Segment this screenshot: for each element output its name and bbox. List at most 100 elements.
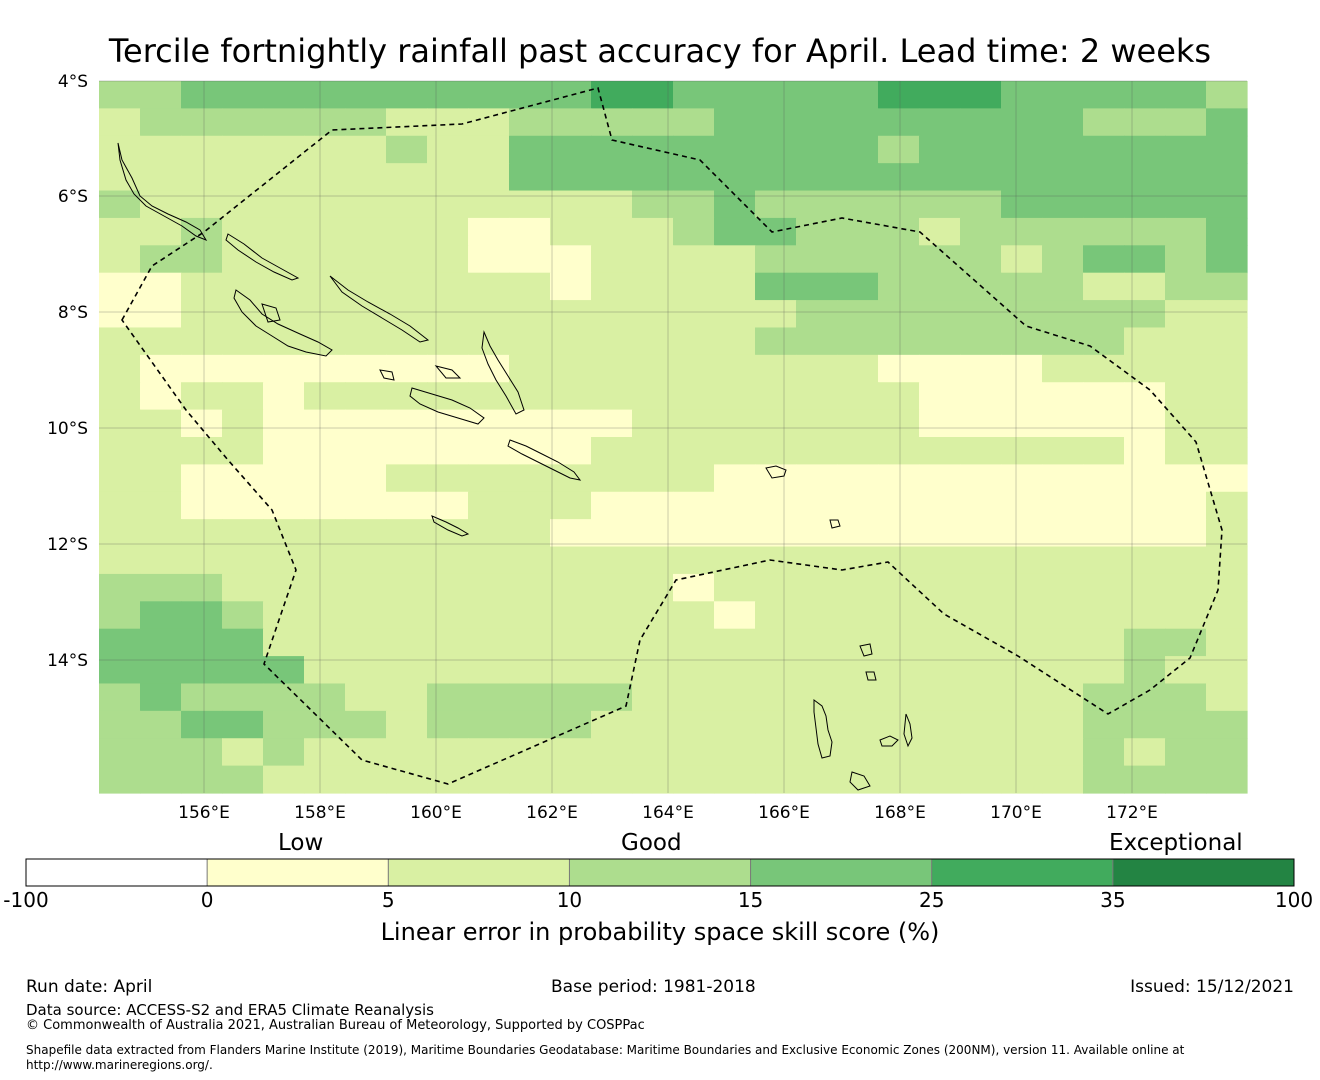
grid-cell [99, 519, 141, 548]
grid-cell [714, 217, 756, 246]
grid-cell [919, 628, 961, 657]
grid-cell [222, 519, 264, 548]
grid-cell [509, 710, 551, 739]
grid-cell [919, 354, 961, 383]
grid-cell [509, 300, 551, 329]
grid-cell [550, 272, 592, 301]
grid-cell [1165, 437, 1207, 465]
grid-cell [345, 163, 387, 192]
grid-cell [386, 190, 428, 219]
grid-cell [468, 546, 510, 575]
grid-cell [1042, 656, 1084, 685]
grid-cell [1165, 354, 1207, 383]
grid-cell [1165, 464, 1207, 493]
grid-cell [755, 491, 797, 520]
grid-cell [1165, 546, 1207, 575]
grid-cell [1001, 683, 1043, 712]
grid-cell [878, 300, 920, 329]
grid-cell [1124, 491, 1166, 520]
grid-cell [837, 354, 879, 383]
grid-cell [1083, 710, 1125, 739]
grid-cell [263, 327, 305, 356]
grid-cell [796, 354, 838, 383]
grid-cell [714, 135, 756, 164]
grid-cell [181, 573, 223, 602]
grid-cell [878, 81, 920, 109]
grid-cell [960, 300, 1002, 329]
grid-cell [878, 190, 920, 219]
grid-cell [1042, 601, 1084, 630]
grid-cell [796, 81, 838, 109]
grid-cell [1042, 546, 1084, 575]
colorbar-segment [1112, 859, 1295, 886]
grid-cell [263, 765, 305, 794]
grid-cell [140, 163, 182, 192]
grid-cell [140, 683, 182, 712]
grid-cell [222, 217, 264, 246]
grid-cell [386, 437, 428, 465]
grid-cell [796, 135, 838, 164]
grid-cell [550, 108, 592, 137]
grid-cell [181, 683, 223, 712]
grid-cell [263, 409, 305, 438]
grid-cell [1206, 683, 1248, 712]
grid-cell [99, 272, 141, 301]
grid-cell [837, 327, 879, 356]
grid-cell [304, 245, 346, 274]
grid-cell [960, 765, 1002, 794]
grid-cell [386, 546, 428, 575]
grid-cell [427, 190, 469, 219]
grid-cell [1083, 190, 1125, 219]
grid-cell [796, 108, 838, 137]
grid-cell [386, 81, 428, 109]
grid-cell [550, 135, 592, 164]
coastlines [117, 142, 913, 791]
grid-cell [140, 765, 182, 794]
grid-cell [1001, 382, 1043, 411]
grid-cell [632, 354, 674, 383]
grid-cell [99, 546, 141, 575]
grid-cell [960, 573, 1002, 602]
grid-cell [714, 81, 756, 109]
grid-cell [919, 738, 961, 767]
grid-cell [345, 601, 387, 630]
grid-cell [1001, 354, 1043, 383]
grid-cell [304, 710, 346, 739]
grid-cell [263, 464, 305, 493]
grid-cell [755, 190, 797, 219]
grid-cell [1001, 409, 1043, 438]
grid-cell [1165, 491, 1207, 520]
axis-labels: 4°S 6°S 8°S 10°S 12°S 14°S 156°E 158°E 160°E 162°… [47, 72, 1158, 823]
grid-cell [796, 245, 838, 274]
grid-cell [673, 245, 715, 274]
colorbar-segment [207, 859, 389, 886]
grid-cell [837, 163, 879, 192]
grid-cell [919, 546, 961, 575]
grid-cell [1001, 464, 1043, 493]
grid-cell [468, 656, 510, 685]
grid-cell [140, 300, 182, 329]
grid-cell [1001, 135, 1043, 164]
grid-cell [673, 108, 715, 137]
grid-cell [345, 519, 387, 548]
grid-cell [837, 738, 879, 767]
grid-cell [1042, 327, 1084, 356]
grid-cell [222, 135, 264, 164]
grid-cell [1165, 683, 1207, 712]
grid-cell [550, 245, 592, 274]
grid-cell [99, 573, 141, 602]
category-exceptional: Exceptional [1109, 830, 1243, 856]
grid-cell [960, 710, 1002, 739]
grid-cell [1165, 245, 1207, 274]
grid-cell [222, 464, 264, 493]
grid-cell [468, 135, 510, 164]
grid-cell [755, 628, 797, 657]
lon-label: 160°E [410, 803, 462, 823]
grid-cell [263, 190, 305, 219]
grid-cell [181, 272, 223, 301]
grid-cell [263, 710, 305, 739]
grid-cell [140, 108, 182, 137]
grid-cell [1165, 656, 1207, 685]
grid-cell [1165, 135, 1207, 164]
grid-cell [1001, 272, 1043, 301]
